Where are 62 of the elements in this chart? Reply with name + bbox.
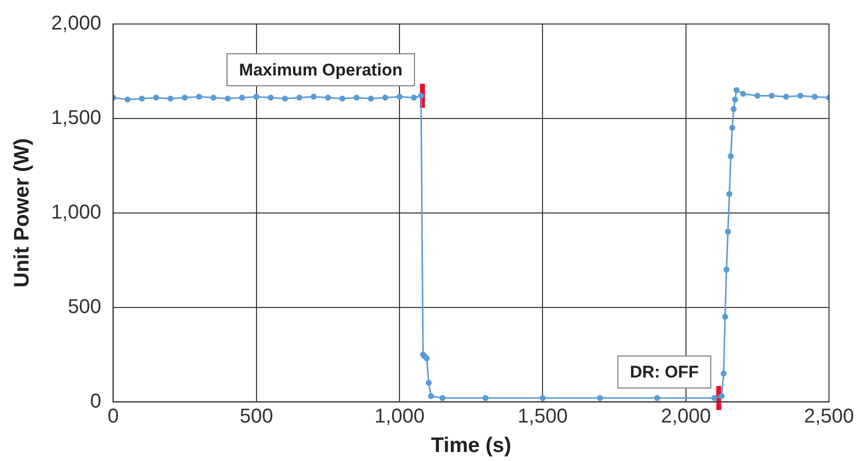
point <box>732 96 738 103</box>
x-tick-label: 0 <box>108 405 119 428</box>
point <box>138 96 145 102</box>
point <box>324 94 331 101</box>
point <box>439 395 446 402</box>
y-tick-label: 2,000 <box>51 12 102 35</box>
point <box>740 90 746 97</box>
point <box>812 94 818 100</box>
point <box>797 92 804 99</box>
point <box>368 96 374 102</box>
point <box>168 96 174 102</box>
point <box>728 153 734 160</box>
point <box>418 92 424 99</box>
point <box>153 94 160 101</box>
x-tick-label: 2,000 <box>660 405 711 428</box>
point <box>734 87 740 94</box>
y-tick-label: 0 <box>90 390 102 412</box>
point <box>428 393 434 400</box>
point <box>724 228 731 235</box>
point <box>768 92 775 99</box>
point <box>196 94 202 100</box>
point <box>124 96 131 103</box>
x-tick-label: 1,500 <box>518 405 568 428</box>
point <box>210 94 216 101</box>
x-tick-label: 1,000 <box>374 405 425 428</box>
point <box>182 94 188 101</box>
y-tick-label: 1,500 <box>51 106 102 129</box>
point <box>268 94 274 101</box>
point <box>396 94 403 100</box>
annotation: DR: OFF <box>630 362 699 382</box>
x-axis-title: Time (s) <box>431 434 512 458</box>
point <box>754 92 760 99</box>
point <box>711 395 718 402</box>
point <box>654 395 660 402</box>
y-axis-title: Unit Power (W) <box>10 138 34 288</box>
point <box>239 94 246 101</box>
point <box>726 191 732 198</box>
y-tick-label: 500 <box>68 296 102 318</box>
point <box>339 96 346 102</box>
point <box>720 370 727 376</box>
point <box>426 380 432 386</box>
y-tick-label: 1,000 <box>51 201 102 224</box>
point <box>482 395 488 402</box>
point <box>718 393 725 400</box>
point <box>410 94 417 101</box>
point <box>282 96 288 102</box>
point <box>253 94 260 100</box>
point <box>382 94 388 101</box>
point <box>783 94 790 100</box>
point <box>596 395 603 402</box>
point <box>296 94 302 101</box>
point <box>722 314 728 320</box>
point <box>310 94 317 100</box>
point <box>724 266 730 273</box>
point <box>224 96 231 102</box>
annotation: Maximum Operation <box>239 60 402 80</box>
point <box>730 106 737 112</box>
x-tick-label: 500 <box>240 405 274 428</box>
x-tick-label: 2,500 <box>804 405 854 428</box>
point <box>729 124 736 131</box>
point <box>354 94 360 101</box>
point <box>540 395 546 402</box>
